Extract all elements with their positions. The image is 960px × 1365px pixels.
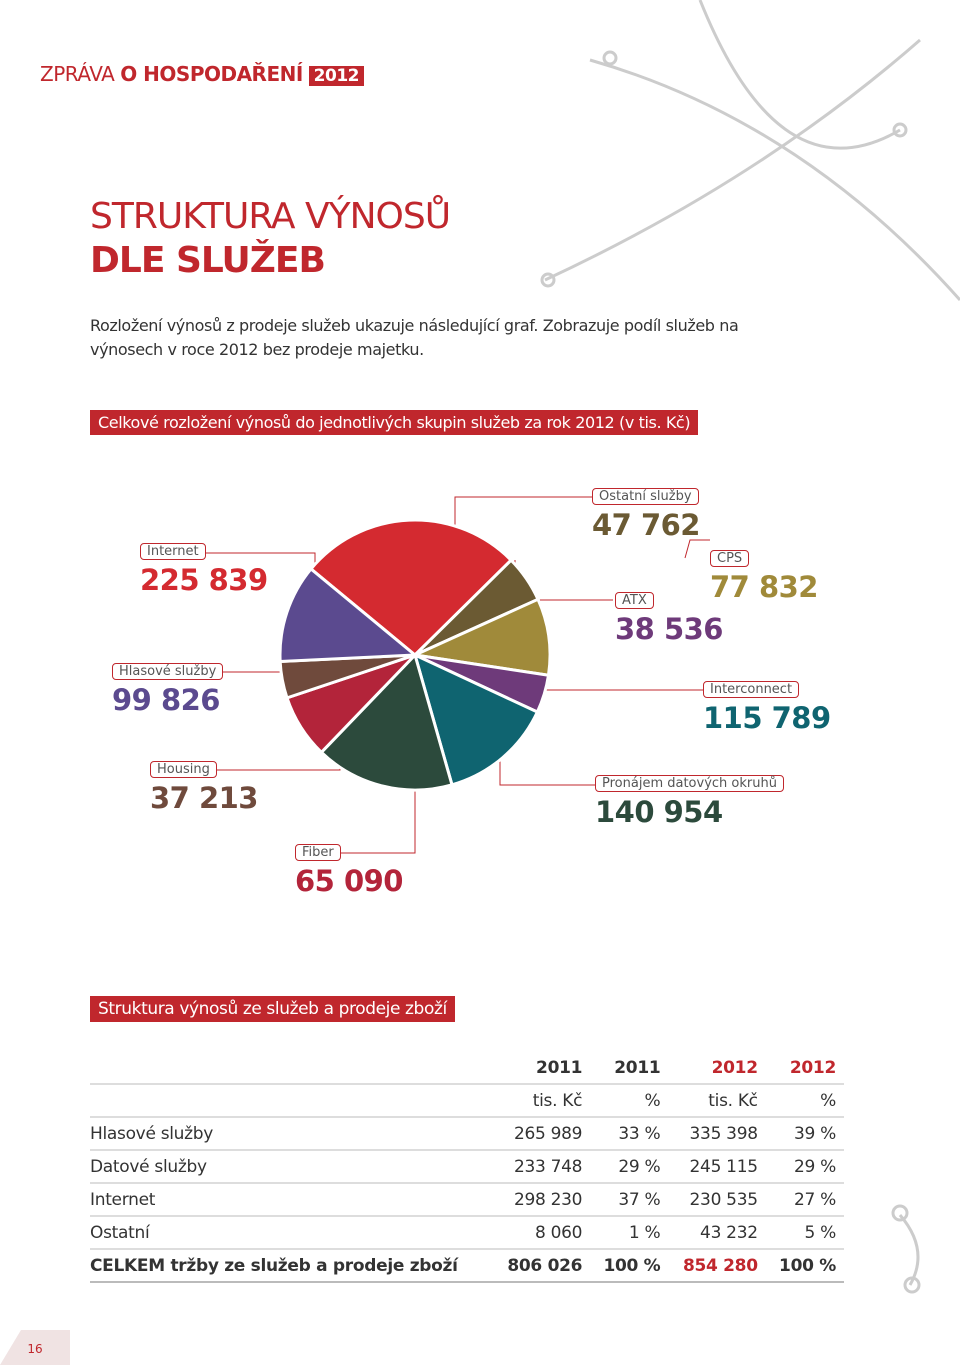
table-row: CELKEM tržby ze služeb a prodeje zboží 80… <box>90 1249 844 1283</box>
slice-value: 140 954 <box>595 795 723 829</box>
slice-value: 225 839 <box>140 563 268 597</box>
table-cell <box>90 1052 493 1085</box>
slice-label: Interconnect <box>703 681 800 698</box>
table-cell: % <box>765 1084 844 1118</box>
table-cell: Hlasové služby <box>90 1117 493 1151</box>
table-cell: 100 % <box>765 1249 844 1283</box>
slice-label: Fiber <box>295 844 341 861</box>
table-cell: 37 % <box>590 1183 669 1217</box>
pie-slice <box>278 566 419 664</box>
table-cell: Ostatní <box>90 1216 493 1250</box>
header-prefix: ZPRÁVA <box>40 62 115 86</box>
slice-value: 115 789 <box>703 701 831 735</box>
table-cell: tis. Kč <box>492 1084 591 1118</box>
intro: Rozložení výnosů z prodeje služeb ukazuj… <box>90 316 739 359</box>
table-cell: 33 % <box>590 1117 669 1151</box>
table-caption: Struktura výnosů ze služeb a prodeje zbo… <box>90 996 455 1022</box>
heading-line1: STRUKTURA VÝNOSŮ <box>90 196 451 237</box>
table-cell: 100 % <box>590 1249 669 1283</box>
slice-value: 77 832 <box>710 570 819 604</box>
table-cell: tis. Kč <box>668 1084 766 1118</box>
pie-slice <box>409 597 552 678</box>
table-cell: 2011 <box>590 1052 669 1085</box>
slice-label: Pronájem datových okruhů <box>595 775 784 792</box>
table-cell: 2012 <box>765 1052 844 1085</box>
table: 2011 2011 2012 2012 tis. Kč% tis. Kč% Hlasové … <box>90 1052 844 1283</box>
table-row: Internet 298 230 37 % 230 535 27 % <box>90 1183 844 1217</box>
slice-label: Internet <box>140 543 206 560</box>
table-cell: 2012 <box>668 1052 766 1085</box>
table-cell: 2011 <box>492 1052 591 1085</box>
table-cell: 245 115 <box>668 1150 766 1184</box>
table-row: Hlasové služby 265 989 33 % 335 398 39 % <box>90 1117 844 1151</box>
table-cell: 1 % <box>590 1216 669 1250</box>
slice-value: 38 536 <box>615 612 724 646</box>
slice-label: CPS <box>710 550 750 567</box>
slice-value: 99 826 <box>112 683 221 717</box>
table-cell: 29 % <box>765 1150 844 1184</box>
table-row: tis. Kč% tis. Kč% <box>90 1084 844 1118</box>
table-cell: 27 % <box>765 1183 844 1217</box>
table-cell: 39 % <box>765 1117 844 1151</box>
slice-label: Hlasové služby <box>112 663 224 680</box>
table-cell: 298 230 <box>492 1183 591 1217</box>
slice-value: 37 213 <box>150 781 259 815</box>
table-row: 2011 2011 2012 2012 <box>90 1052 844 1085</box>
chart-title: Celkové rozložení výnosů do jednotlivých… <box>90 410 699 435</box>
table-cell: 43 232 <box>668 1216 766 1250</box>
table-cell: 5 % <box>765 1216 844 1250</box>
table-cell <box>90 1084 493 1118</box>
table-cell: % <box>590 1084 669 1118</box>
table-cell: 854 280 <box>668 1249 766 1283</box>
slice-label: Ostatní služby <box>592 488 699 505</box>
table-cell: 265 989 <box>492 1117 591 1151</box>
table-cell: 335 398 <box>668 1117 766 1151</box>
heading-line2: DLE SLUŽEB <box>90 240 326 281</box>
table-row: Datové služby 233 748 29 % 245 115 29 % <box>90 1150 844 1184</box>
table-cell: Datové služby <box>90 1150 493 1184</box>
header: ZPRÁVA O HOSPODAŘENÍ 2012 <box>40 62 364 86</box>
table-cell: 230 535 <box>668 1183 766 1217</box>
slice-label: ATX <box>615 592 654 609</box>
slice-label: Housing <box>150 761 217 778</box>
header-year: 2012 <box>308 66 364 86</box>
table-row: Ostatní 8 060 1 % 43 232 5 % <box>90 1216 844 1250</box>
table-cell: CELKEM tržby ze služeb a prodeje zboží <box>90 1249 493 1283</box>
table-cell: 806 026 <box>492 1249 591 1283</box>
slice-value: 65 090 <box>295 864 404 898</box>
slice-value: 47 762 <box>592 508 701 542</box>
pie-slice <box>412 652 540 787</box>
table-cell: Internet <box>90 1183 493 1217</box>
table-cell: 233 748 <box>492 1150 591 1184</box>
header-bold: O HOSPODAŘENÍ <box>120 62 303 86</box>
heading: STRUKTURA VÝNOSŮ DLE SLUŽEB <box>90 195 451 283</box>
pie-slice <box>308 518 514 658</box>
decoration <box>540 0 960 1294</box>
table-cell: 8 060 <box>492 1216 591 1250</box>
pie-slice <box>319 652 454 792</box>
table-cell: 29 % <box>590 1150 669 1184</box>
